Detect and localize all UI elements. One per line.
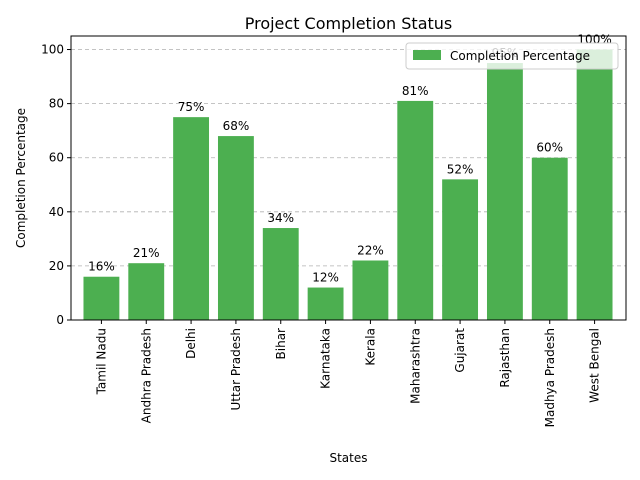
bar <box>397 100 434 321</box>
bars <box>83 49 613 321</box>
x-tick-label: Kerala <box>363 328 377 366</box>
bar <box>83 276 120 320</box>
x-tick-label: Gujarat <box>453 328 467 373</box>
data-label: 12% <box>312 271 339 285</box>
chart-title: Project Completion Status <box>245 14 453 33</box>
legend-swatch <box>413 50 441 60</box>
data-label: 60% <box>536 141 563 155</box>
y-tick-label: 20 <box>49 259 64 273</box>
x-axis-label: States <box>329 451 367 465</box>
y-axis-label: Completion Percentage <box>14 108 28 248</box>
x-tick-label: Delhi <box>184 328 198 359</box>
bar <box>217 136 254 320</box>
data-label: 22% <box>357 243 384 257</box>
bar <box>486 63 523 321</box>
x-tick-label: West Bengal <box>588 328 602 403</box>
legend-entry: Completion Percentage <box>450 49 590 63</box>
data-label: 81% <box>402 84 429 98</box>
plot-frame <box>70 35 627 321</box>
x-tick-label: Bihar <box>274 328 288 360</box>
y-tick-label: 80 <box>49 97 64 111</box>
y-axis-ticks: 0 20 40 60 80 100 <box>41 43 71 327</box>
legend: Completion Percentage <box>405 42 619 70</box>
x-axis-ticks: Tamil Nadu Andhra Pradesh Delhi Uttar Prade… <box>94 320 602 427</box>
x-tick-label: Andhra Pradesh <box>139 328 153 423</box>
legend-box <box>405 42 619 70</box>
data-label: 68% <box>223 119 250 133</box>
y-tick-label: 100 <box>41 43 64 57</box>
bar <box>307 287 344 320</box>
x-tick-label: Tamil Nadu <box>94 328 108 395</box>
data-label: 34% <box>267 211 294 225</box>
x-tick-label: Karnataka <box>319 328 333 389</box>
x-tick-label: Madhya Pradesh <box>543 328 557 427</box>
data-label: 75% <box>178 100 205 114</box>
bar <box>576 49 613 321</box>
bar <box>352 260 389 320</box>
data-label: 16% <box>88 260 115 274</box>
y-tick-label: 60 <box>49 151 64 165</box>
x-tick-label: Maharashtra <box>408 328 422 404</box>
y-tick-label: 0 <box>56 313 64 327</box>
bar <box>173 117 210 321</box>
bar <box>442 179 479 320</box>
x-tick-label: Uttar Pradesh <box>229 328 243 410</box>
x-tick-label: Rajasthan <box>498 328 512 388</box>
bar <box>128 263 165 320</box>
bar <box>262 228 299 320</box>
data-label: 21% <box>133 246 160 260</box>
y-tick-label: 40 <box>49 205 64 219</box>
data-label: 52% <box>447 162 474 176</box>
bar <box>531 157 568 320</box>
